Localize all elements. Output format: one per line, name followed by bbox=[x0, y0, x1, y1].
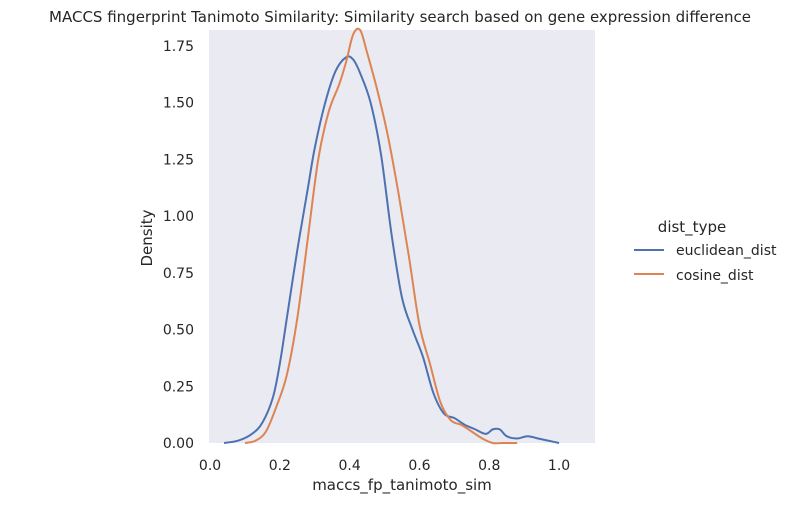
x-axis-label: maccs_fp_tanimoto_sim bbox=[312, 476, 492, 495]
y-tick-label: 0.50 bbox=[163, 323, 194, 339]
y-tick-label: 1.75 bbox=[163, 39, 194, 55]
series-line-euclidean-dist bbox=[223, 55, 560, 444]
series-line-cosine-dist bbox=[244, 27, 518, 445]
legend: dist_type euclidean_dist cosine_dist bbox=[634, 218, 777, 284]
chart-title: MACCS fingerprint Tanimoto Similarity: S… bbox=[49, 8, 751, 26]
curves-layer bbox=[223, 27, 560, 445]
x-ticks: 0.0 0.2 0.4 0.6 0.8 1.0 bbox=[199, 458, 570, 474]
y-tick-label: 0.25 bbox=[163, 379, 194, 395]
x-tick-label: 0.2 bbox=[269, 458, 291, 474]
y-tick-label: 1.25 bbox=[163, 152, 194, 168]
y-tick-label: 0.00 bbox=[163, 436, 194, 452]
legend-label-euclidean: euclidean_dist bbox=[676, 243, 777, 259]
legend-title: dist_type bbox=[658, 218, 726, 237]
y-tick-label: 0.75 bbox=[163, 266, 194, 282]
x-tick-label: 0.4 bbox=[339, 458, 361, 474]
y-axis-label: Density bbox=[138, 209, 156, 266]
x-tick-label: 0.8 bbox=[478, 458, 500, 474]
plot-area bbox=[209, 30, 595, 443]
x-tick-label: 0.6 bbox=[408, 458, 430, 474]
legend-label-cosine: cosine_dist bbox=[676, 268, 754, 284]
y-ticks: 0.00 0.25 0.50 0.75 1.00 1.25 1.50 1.75 bbox=[163, 39, 194, 452]
x-tick-label: 1.0 bbox=[548, 458, 570, 474]
y-tick-label: 1.50 bbox=[163, 96, 194, 112]
x-tick-label: 0.0 bbox=[199, 458, 221, 474]
y-tick-label: 1.00 bbox=[163, 209, 194, 225]
